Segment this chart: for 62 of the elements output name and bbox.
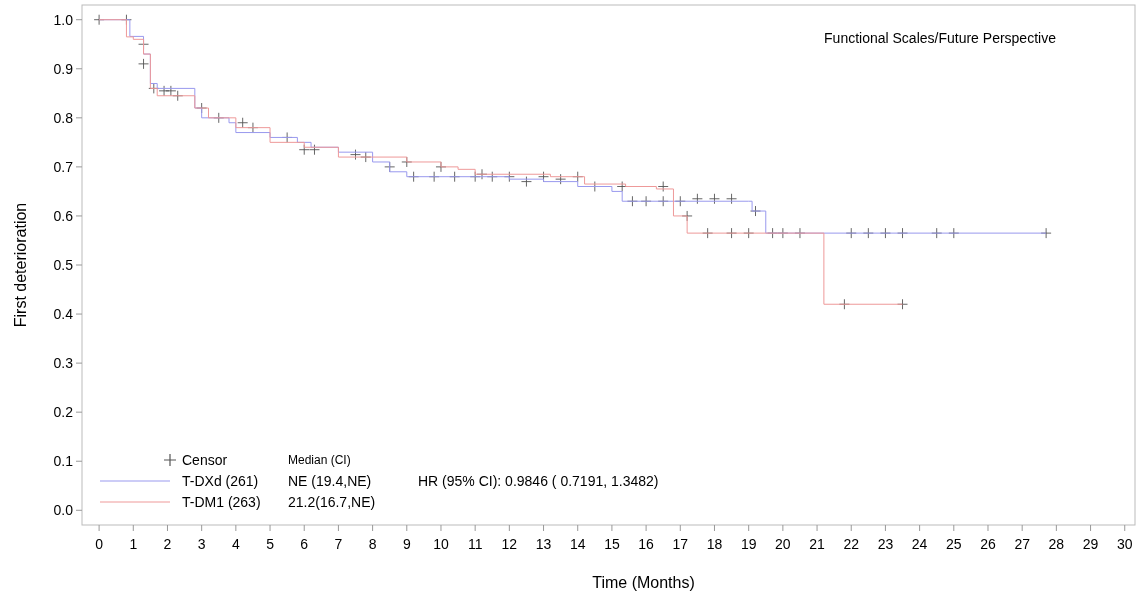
x-tick-label: 3 (197, 536, 206, 552)
x-tick-label: 26 (980, 536, 996, 552)
x-tick-label: 12 (501, 536, 518, 552)
x-tick-label: 25 (946, 536, 962, 552)
x-tick-label: 19 (740, 536, 757, 552)
x-tick-label: 4 (231, 536, 240, 552)
x-tick-label: 27 (1014, 536, 1031, 552)
x-tick-label: 24 (911, 536, 928, 552)
x-tick-label: 29 (1082, 536, 1099, 552)
x-tick-label: 15 (604, 536, 620, 552)
x-tick-label: 21 (809, 536, 826, 552)
x-tick-label: 1 (129, 536, 138, 552)
y-tick-label: 0.2 (53, 404, 74, 421)
y-axis-title: First deterioration (12, 202, 29, 328)
legend-label: T-DXd (261) (182, 472, 259, 489)
point (350, 149, 361, 161)
x-tick-label: 8 (368, 536, 377, 552)
x-tick-label: 17 (672, 536, 689, 552)
x-tick-label: 28 (1048, 536, 1065, 552)
y-tick-label: 0.6 (53, 207, 74, 224)
point (309, 144, 320, 156)
annotation: NE (19.4,NE) (288, 472, 372, 489)
point (237, 117, 249, 129)
x-tick-label: 22 (843, 536, 860, 552)
point (521, 176, 532, 188)
point (138, 58, 149, 70)
x-tick-label: 7 (334, 536, 343, 552)
x-tick-label: 5 (266, 536, 275, 552)
x-tick-label: 10 (433, 536, 449, 552)
x-tick-label: 2 (163, 536, 172, 552)
x-tick-label: 9 (402, 536, 411, 552)
legend-label: Censor (182, 451, 228, 468)
x-tick-label: 0 (95, 536, 104, 552)
point (726, 193, 738, 205)
annotation: Median (CI) (288, 453, 351, 468)
y-tick-label: 0.7 (53, 158, 74, 175)
x-axis-title: Time (Months) (592, 574, 695, 591)
x-tick-label: 16 (638, 536, 655, 552)
annotation: 21.2(16.7,NE) (288, 493, 376, 510)
y-tick-label: 0.5 (53, 256, 74, 273)
y-tick-label: 0.3 (53, 355, 74, 372)
y-tick-label: 0.9 (53, 60, 74, 77)
x-tick-label: 23 (877, 536, 894, 552)
point (657, 181, 669, 192)
y-tick-label: 0.8 (53, 109, 74, 126)
x-tick-label: 30 (1116, 536, 1133, 552)
x-tick-label: 14 (569, 536, 586, 552)
y-tick-label: 1.0 (53, 11, 74, 28)
x-tick-label: 6 (300, 536, 309, 552)
text: Functional Scales/Future Perspective (824, 30, 1057, 46)
x-tick-label: 20 (775, 536, 791, 552)
annotation: HR (95% CI): 0.9846 ( 0.7191, 1.3482) (418, 472, 659, 489)
point (555, 173, 567, 185)
y-tick-label: 0.0 (53, 502, 74, 519)
x-tick-label: 18 (706, 536, 723, 552)
x-tick-label: 11 (467, 536, 483, 552)
point (709, 193, 720, 205)
point (691, 193, 703, 205)
legend-label: T-DM1 (263) (182, 493, 261, 510)
y-tick-label: 0.1 (53, 453, 74, 470)
x-tick-label: 13 (535, 536, 552, 552)
y-tick-label: 0.4 (53, 305, 74, 322)
